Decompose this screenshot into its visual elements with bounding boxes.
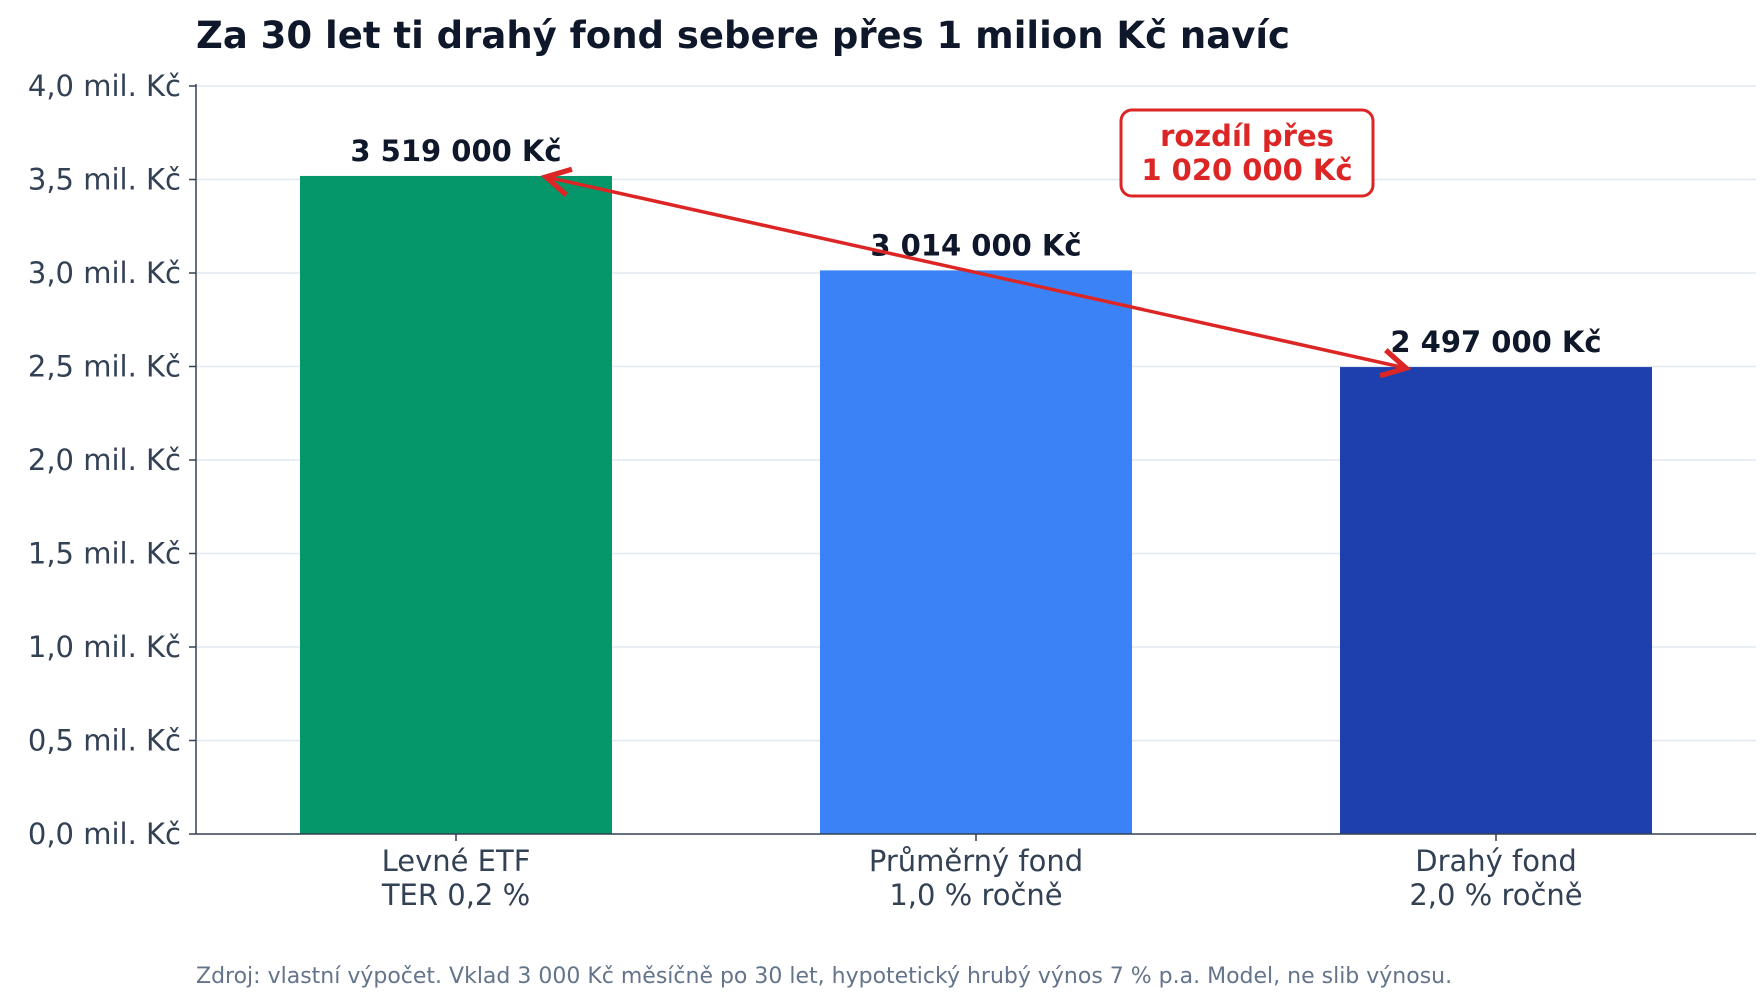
y-tick-label: 0,5 mil. Kč [28,724,181,758]
chart-title: Za 30 let ti drahý fond sebere přes 1 mi… [196,14,1290,57]
y-tick-label: 1,5 mil. Kč [28,537,181,571]
x-tick-label: Průměrný fond 1,0 % ročně [869,844,1083,912]
y-tick-label: 2,0 mil. Kč [28,443,181,477]
y-tick-label: 3,0 mil. Kč [28,256,181,290]
y-tick-label: 1,0 mil. Kč [28,630,181,664]
source-note: Zdroj: vlastní výpočet. Vklad 3 000 Kč m… [196,964,1452,989]
x-tick-label: Levné ETF TER 0,2 % [381,844,531,912]
y-tick-label: 4,0 mil. Kč [28,69,181,103]
x-tick-label: Drahý fond 2,0 % ročně [1409,844,1582,912]
y-tick-label: 2,5 mil. Kč [28,350,181,384]
difference-annotation: rozdíl přes 1 020 000 Kč [546,108,1406,368]
annotation-text: rozdíl přes 1 020 000 Kč [1141,119,1352,187]
axes: 0,0 mil. Kč 0,5 mil. Kč 1,0 mil. Kč 1,5 mil… [28,69,1756,912]
bar [1340,367,1652,834]
data-label: 3 519 000 Kč [350,134,561,168]
bars [300,175,1652,835]
bar [300,175,612,834]
y-tick-label: 0,0 mil. Kč [28,817,181,851]
data-label: 2 497 000 Kč [1390,325,1601,359]
difference-arrow [546,177,1406,368]
annotation-box [1119,108,1375,198]
bar [820,270,1132,835]
y-tick-label: 3,5 mil. Kč [28,163,181,197]
